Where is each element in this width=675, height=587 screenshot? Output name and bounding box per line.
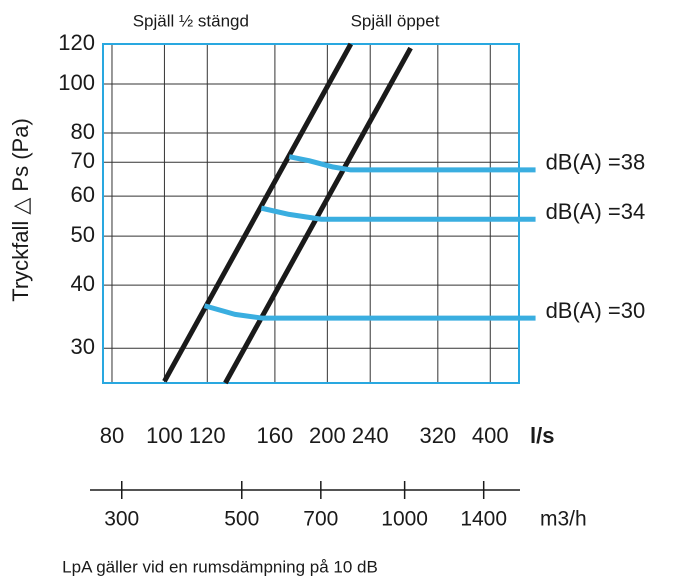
y-tick-label: 80 bbox=[71, 119, 95, 144]
series-label: dB(A) =34 bbox=[546, 199, 646, 224]
series-label: Spjäll öppet bbox=[351, 11, 440, 30]
series-label: dB(A) =38 bbox=[546, 150, 646, 175]
x-axis-label: l/s bbox=[530, 423, 554, 448]
series-line bbox=[203, 303, 536, 321]
plot-border bbox=[102, 43, 520, 384]
y-axis-label: Tryckfall △ Ps (Pa) bbox=[8, 118, 33, 302]
series-line bbox=[223, 46, 413, 385]
y-tick-label: 120 bbox=[58, 30, 95, 55]
footnote: LpA gäller vid en rumsdämpning på 10 dB bbox=[62, 557, 378, 576]
y-tick-label: 40 bbox=[71, 271, 95, 296]
series-label: dB(A) =30 bbox=[546, 298, 646, 323]
x-tick-label: 160 bbox=[257, 423, 294, 448]
series-label: Spjäll ½ stängd bbox=[133, 11, 249, 30]
x-tick-label: 80 bbox=[100, 423, 124, 448]
x2-axis-label: m3/h bbox=[540, 508, 587, 531]
y-tick-label: 30 bbox=[71, 334, 95, 359]
x-tick-label: 320 bbox=[419, 423, 456, 448]
x2-tick-label: 500 bbox=[224, 508, 259, 531]
series-line bbox=[260, 205, 536, 222]
x-tick-label: 120 bbox=[189, 423, 226, 448]
series-line bbox=[162, 42, 354, 383]
x2-tick-label: 300 bbox=[104, 508, 139, 531]
x2-tick-label: 1000 bbox=[381, 508, 428, 531]
x-tick-label: 200 bbox=[309, 423, 346, 448]
y-tick-label: 100 bbox=[58, 70, 95, 95]
x2-tick-label: 700 bbox=[303, 508, 338, 531]
y-tick-label: 50 bbox=[71, 222, 95, 247]
series-line bbox=[288, 154, 536, 173]
x-tick-label: 240 bbox=[352, 423, 389, 448]
x2-tick-label: 1400 bbox=[460, 508, 507, 531]
y-tick-label: 70 bbox=[71, 148, 95, 173]
x-tick-label: 100 bbox=[146, 423, 183, 448]
x-tick-label: 400 bbox=[472, 423, 509, 448]
y-tick-label: 60 bbox=[71, 182, 95, 207]
